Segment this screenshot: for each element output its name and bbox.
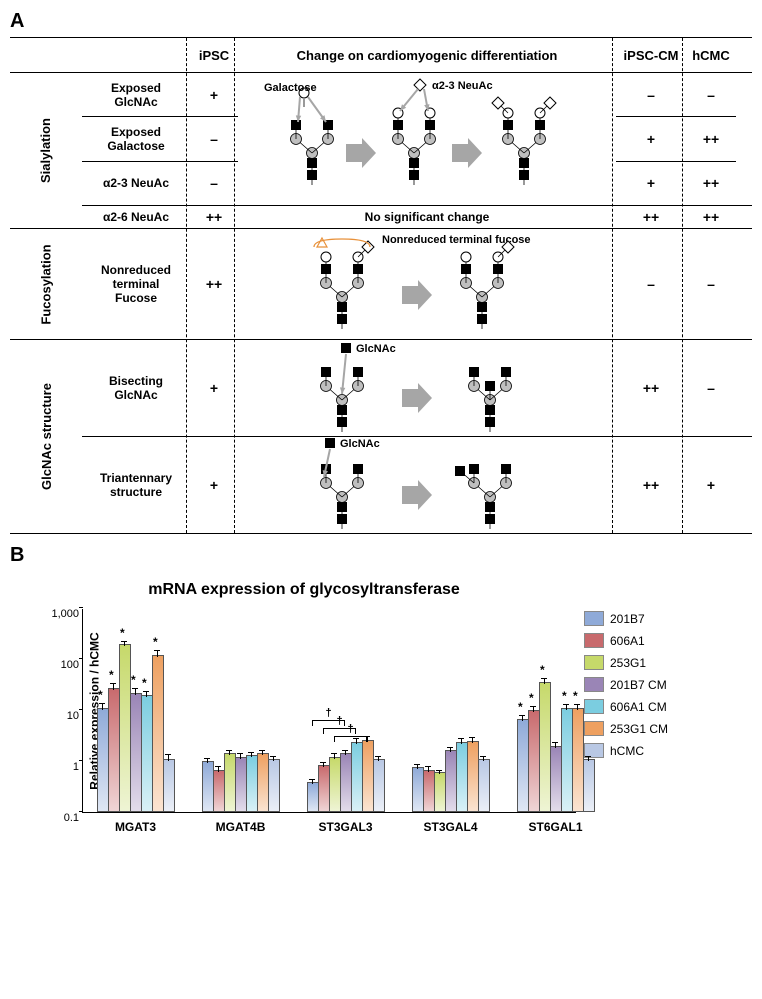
legend: 201B7 606A1 253G1 201B7 CM 606A1 CM 253G1 CM h… [584, 581, 734, 841]
panel-b: mRNA expression of glycosyltransferase R… [10, 581, 752, 841]
group-sialylation: Sialylation Exposed GlcNAc + Exposed Gal… [10, 73, 752, 229]
legend-item: 253G1 [584, 655, 734, 670]
hcmc-val: – [686, 340, 736, 436]
ipsc-val: ++ [190, 206, 238, 228]
ipsc-val: – [190, 117, 238, 160]
sialylation-diagram: Galactose α2-3 NeuAc [238, 73, 616, 205]
legend-swatch [584, 655, 604, 670]
svg-text:α2-3 NeuAc: α2-3 NeuAc [432, 80, 493, 92]
x-group-label: ST6GAL1 [517, 820, 594, 834]
plot-region: 0.11101001,000******MGAT3MGAT4B†††ST3GAL… [82, 609, 576, 813]
panel-a-label: A [10, 10, 752, 33]
cm-val: ++ [616, 437, 686, 533]
legend-swatch [584, 633, 604, 648]
cm-val: – [616, 73, 686, 116]
hcmc-val: + [686, 437, 736, 533]
legend-label: 253G1 CM [610, 722, 668, 736]
x-group-label: MGAT3 [97, 820, 174, 834]
svg-text:GlcNAc: GlcNAc [340, 438, 380, 450]
ipsc-val: ++ [190, 229, 238, 339]
bar [268, 759, 280, 812]
ipsc-val: – [190, 162, 238, 205]
cm-val: – [616, 229, 686, 339]
ipsc-val: + [190, 340, 238, 436]
bar [478, 759, 490, 812]
col-ipsc: iPSC [190, 38, 238, 72]
hcmc-val: ++ [686, 162, 736, 205]
diagram-text: No significant change [238, 206, 616, 228]
cm-val: + [616, 117, 686, 160]
group-glcnac: GlcNAc structure Bisecting GlcNAc + GlcN… [10, 340, 752, 533]
cm-val: ++ [616, 206, 686, 228]
hcmc-val: – [686, 229, 736, 339]
legend-item: 606A1 [584, 633, 734, 648]
legend-item: 201B7 CM [584, 677, 734, 692]
fucosylation-diagram: Nonreduced terminal fucose [238, 229, 616, 339]
row-label: α2-3 NeuAc [82, 162, 190, 205]
legend-item: hCMC [584, 743, 734, 758]
row-label: Nonreduced terminal Fucose [82, 229, 190, 339]
legend-label: 606A1 [610, 634, 645, 648]
cat-sialylation: Sialylation [39, 118, 54, 183]
x-group-label: MGAT4B [202, 820, 279, 834]
bar [583, 759, 595, 812]
cat-fucosylation: Fucosylation [39, 244, 54, 324]
table-header: iPSC Change on cardiomyogenic differenti… [10, 38, 752, 73]
row-label: α2-6 NeuAc [82, 206, 190, 228]
svg-text:Galactose: Galactose [264, 82, 317, 94]
bar [373, 759, 385, 812]
bisecting-diagram: GlcNAc [238, 340, 616, 436]
legend-label: 253G1 [610, 656, 646, 670]
triantennary-diagram: GlcNAc [238, 437, 616, 533]
legend-label: hCMC [610, 744, 644, 758]
cm-val: ++ [616, 340, 686, 436]
ipsc-val: + [190, 437, 238, 533]
legend-label: 201B7 CM [610, 678, 667, 692]
legend-swatch [584, 677, 604, 692]
row-label: Exposed GlcNAc [82, 73, 190, 116]
hcmc-val: ++ [686, 206, 736, 228]
row-label: Triantennary structure [82, 437, 190, 533]
col-change: Change on cardiomyogenic differentiation [238, 38, 616, 72]
legend-label: 201B7 [610, 612, 645, 626]
panel-b-label: B [10, 544, 752, 567]
row-label: Bisecting GlcNAc [82, 340, 190, 436]
bar [163, 759, 175, 812]
panel-a: iPSC Change on cardiomyogenic differenti… [10, 37, 752, 534]
x-group-label: ST3GAL3 [307, 820, 384, 834]
legend-swatch [584, 721, 604, 736]
col-hcmc: hCMC [686, 38, 736, 72]
legend-item: 606A1 CM [584, 699, 734, 714]
legend-label: 606A1 CM [610, 700, 667, 714]
col-ipsc-cm: iPSC-CM [616, 38, 686, 72]
hcmc-val: – [686, 73, 736, 116]
chart-title: mRNA expression of glycosyltransferase [24, 581, 584, 599]
legend-item: 201B7 [584, 611, 734, 626]
x-group-label: ST3GAL4 [412, 820, 489, 834]
group-fucosylation: Fucosylation Nonreduced terminal Fucose … [10, 229, 752, 340]
cm-val: + [616, 162, 686, 205]
row-label: Exposed Galactose [82, 117, 190, 160]
svg-text:GlcNAc: GlcNAc [356, 343, 396, 355]
chart-area: mRNA expression of glycosyltransferase R… [24, 581, 584, 841]
legend-swatch [584, 699, 604, 714]
cat-glcnac: GlcNAc structure [39, 383, 54, 490]
hcmc-val: ++ [686, 117, 736, 160]
legend-item: 253G1 CM [584, 721, 734, 736]
legend-swatch [584, 611, 604, 626]
ipsc-val: + [190, 73, 238, 116]
